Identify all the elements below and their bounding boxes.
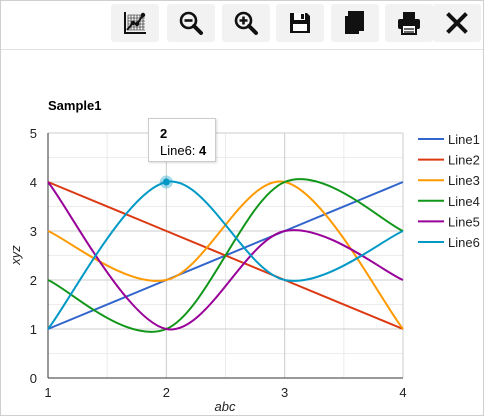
copy-icon: [345, 11, 364, 34]
copy-button[interactable]: [331, 4, 379, 42]
printer-icon: [398, 12, 420, 35]
tooltip-series-label: Line6:: [160, 143, 200, 158]
zoom-in-icon: [234, 11, 258, 35]
series-line-line4[interactable]: [47, 178, 404, 333]
save-button[interactable]: [276, 4, 324, 42]
legend-label[interactable]: Line3: [448, 173, 480, 188]
x-axis-title: abc: [215, 399, 236, 414]
chart-tooltip: 2 Line6: 4: [148, 118, 216, 162]
y-tick-label: 0: [30, 371, 37, 386]
y-tick-label: 4: [30, 175, 37, 190]
floppy-disk-icon: [290, 13, 310, 33]
y-tick-label: 5: [30, 126, 37, 141]
y-tick-label: 1: [30, 322, 37, 337]
tooltip-x-label: 2: [160, 126, 168, 141]
close-button[interactable]: [433, 4, 481, 42]
x-tick-label: 3: [281, 385, 288, 400]
chart-legend: Line1 Line2 Line3 Line4 Line5 Line6: [418, 132, 480, 250]
zoom-in-button[interactable]: [222, 4, 270, 42]
legend-label[interactable]: Line6: [448, 235, 480, 250]
line-chart-icon: [124, 12, 146, 34]
tooltip-series-row: Line6: 4: [160, 142, 215, 159]
toolbar: [1, 1, 483, 49]
zoom-out-icon: [179, 11, 203, 35]
legend-label[interactable]: Line4: [448, 194, 480, 209]
zoom-out-button[interactable]: [167, 4, 215, 42]
series-line-line6[interactable]: [47, 180, 404, 330]
legend-label[interactable]: Line1: [448, 132, 480, 147]
highlight-point[interactable]: [162, 178, 170, 186]
chart-lines: [47, 178, 404, 333]
legend-label[interactable]: Line5: [448, 214, 480, 229]
y-tick-label: 2: [30, 273, 37, 288]
print-button[interactable]: [385, 4, 433, 42]
chart-title: Sample1: [48, 98, 101, 113]
y-axis-title: xyz: [8, 245, 23, 266]
x-tick-label: 1: [44, 385, 51, 400]
x-tick-label: 4: [399, 385, 406, 400]
series-line-line5[interactable]: [47, 181, 404, 331]
close-icon: [446, 12, 468, 34]
y-tick-label: 3: [30, 224, 37, 239]
legend-label[interactable]: Line2: [448, 153, 480, 168]
trendline-button[interactable]: [111, 4, 159, 42]
chart-axes: [47, 133, 403, 379]
x-tick-label: 2: [163, 385, 170, 400]
toolbar-divider: [1, 49, 483, 50]
tooltip-value: 4: [199, 143, 207, 158]
tooltip-highlight: [159, 175, 173, 189]
